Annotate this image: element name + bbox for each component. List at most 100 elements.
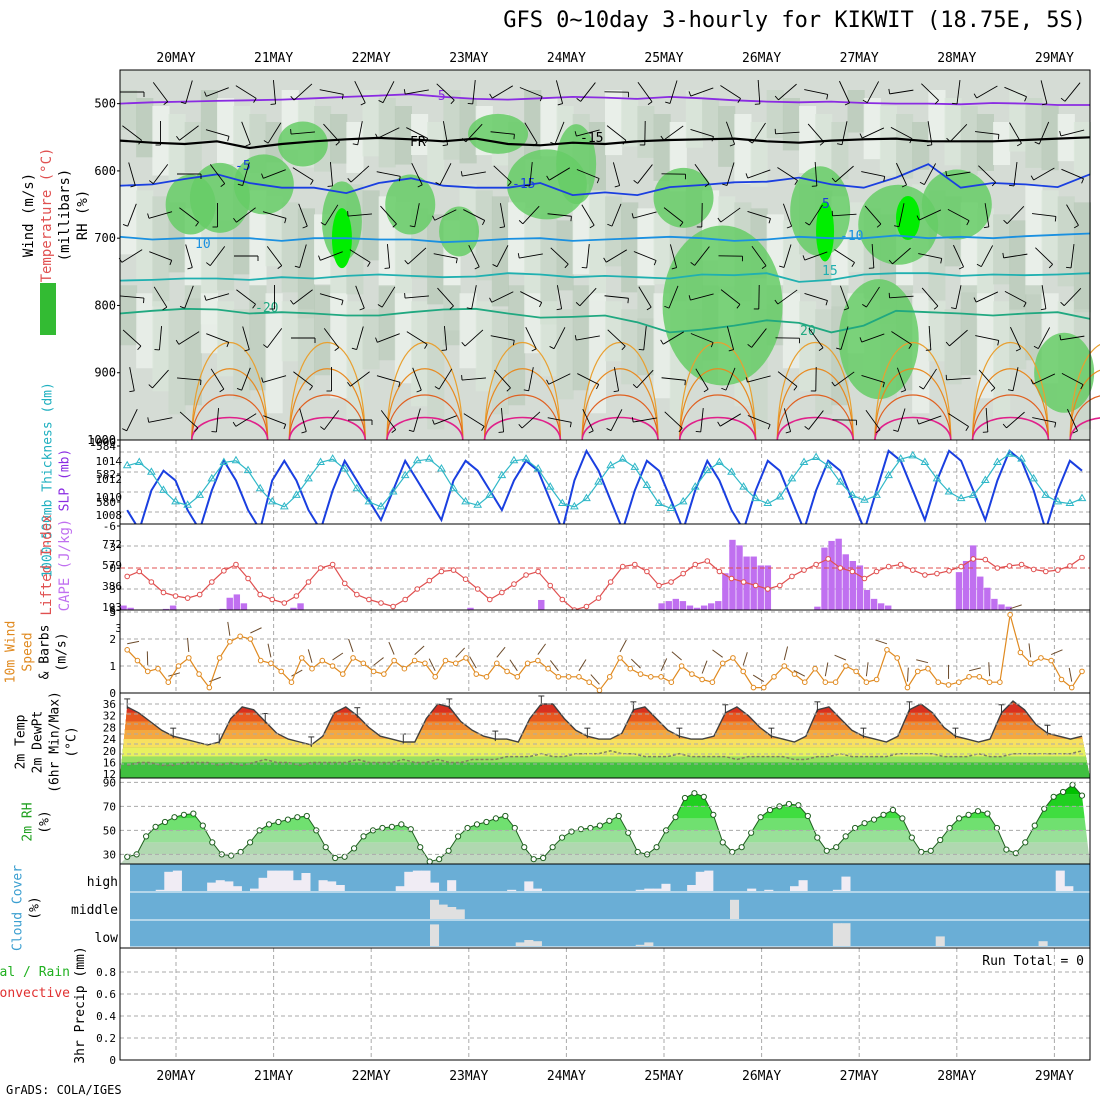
- wind-barb-flag: [748, 139, 753, 144]
- thickness-marker: [219, 457, 229, 465]
- wind-barb: [918, 415, 942, 425]
- rh-marker: [814, 834, 821, 841]
- cape-bar: [538, 599, 545, 610]
- wind-barb: [412, 367, 422, 391]
- wind-barb-flag: [976, 263, 982, 267]
- wind-barb: [205, 293, 230, 301]
- wind-barb: [1012, 367, 1019, 391]
- rh-marker: [436, 856, 443, 863]
- thickness-marker: [715, 457, 724, 465]
- rh-marker: [180, 811, 188, 818]
- wind-barb: [210, 368, 225, 390]
- wind-speed-marker: [360, 660, 367, 667]
- wind-barb-flag: [1030, 175, 1034, 181]
- lifted-index-marker: [305, 579, 312, 585]
- isotherm-warm-contour: [776, 368, 854, 441]
- thickness-left-tick: 584: [96, 440, 116, 453]
- wind-barb-flag: [220, 183, 225, 187]
- wind-barb: [582, 409, 594, 431]
- li-left-tick: 3: [109, 583, 116, 596]
- wind-barb-flag: [919, 181, 925, 185]
- rh-shade: [831, 122, 849, 180]
- wind-barb-flag: [290, 299, 294, 305]
- cloud-cover-bar: [301, 873, 311, 891]
- wind-speed-marker: [278, 668, 285, 675]
- thickness-marker: [243, 465, 253, 474]
- cloud-cover-bar: [515, 942, 525, 946]
- wind-barb: [242, 326, 250, 350]
- rh-tick: 30: [103, 848, 116, 861]
- wind-speed-line: [126, 614, 1083, 692]
- thickness-marker: [570, 501, 579, 510]
- lifted-index-marker: [547, 582, 554, 589]
- wind-barb: [669, 80, 678, 104]
- cloud-cover-bar: [524, 881, 534, 891]
- temp-band: [120, 756, 1090, 763]
- rh-marker: [785, 800, 793, 808]
- wind-barb: [975, 131, 999, 135]
- wind-barb-flag: [130, 185, 136, 188]
- wind-barb: [330, 162, 333, 186]
- wind-speed-marker: [771, 674, 777, 680]
- cape-bar: [877, 603, 885, 610]
- wind-barb-flag: [613, 390, 619, 393]
- wind-barb: [580, 82, 596, 102]
- wind-barb: [299, 408, 307, 432]
- wind-barb: [121, 249, 143, 263]
- rh-marker: [757, 814, 764, 821]
- rh-shade: [200, 90, 218, 141]
- isotherm-label: -5: [430, 89, 446, 104]
- wind-barb-flag: [991, 182, 996, 187]
- wind-10m-barb: [267, 643, 272, 658]
- wind-barb-flag: [318, 255, 321, 261]
- rh-marker: [738, 844, 745, 851]
- wind-barb: [700, 408, 704, 432]
- rh-shade: [508, 202, 526, 273]
- wind-speed-marker: [206, 684, 213, 691]
- bottom-date-label: 24MAY: [547, 1069, 586, 1084]
- wind-barb-flag: [460, 171, 463, 177]
- temp-tick: 12: [103, 768, 116, 781]
- wind-barb-flag: [633, 180, 638, 184]
- lifted-index-marker: [970, 556, 977, 562]
- wind-barb: [465, 123, 483, 143]
- thickness-marker: [908, 450, 918, 459]
- lifted-index-marker: [196, 591, 203, 598]
- rh-shade: [944, 98, 962, 166]
- thickness-marker: [231, 455, 241, 464]
- cape-bar: [233, 594, 241, 610]
- cloud-cover-bar: [644, 888, 654, 891]
- wind-barb: [405, 89, 429, 95]
- wind-speed-marker: [134, 657, 141, 664]
- wind-10m-barb: [168, 672, 181, 677]
- wind-barb: [783, 408, 792, 432]
- li-left-tick: 6: [109, 604, 116, 617]
- rh-shade: [475, 190, 493, 281]
- rh-shade: [588, 293, 606, 414]
- wind-barb: [809, 204, 823, 226]
- rh-marker: [322, 844, 329, 851]
- isotherm-warm-contour: [971, 342, 1050, 441]
- wind-speed-marker: [596, 687, 603, 694]
- wind-barb: [984, 203, 990, 227]
- wind-barb-flag: [793, 386, 798, 391]
- isotherm-warm-contour: [386, 416, 464, 441]
- wind-barb: [528, 367, 534, 391]
- isotherm-warm-contour: [581, 342, 659, 441]
- rh-shade: [1009, 309, 1027, 370]
- thickness-ylabel-part: 1000-500mb Thickness (dm): [41, 382, 56, 578]
- cape-bar: [679, 601, 687, 610]
- wind-barb: [611, 203, 622, 227]
- rh-marker: [124, 853, 131, 860]
- thickness-marker: [376, 501, 386, 510]
- wind-barb: [355, 285, 365, 309]
- thickness-marker: [884, 470, 893, 479]
- wind-barb-flag: [569, 422, 572, 428]
- wind-barb: [752, 122, 766, 144]
- wind-10m-barb: [752, 674, 764, 683]
- rh-shade: [378, 98, 396, 168]
- wind-barb: [975, 291, 999, 303]
- wind-barb-flag: [704, 183, 710, 188]
- bottom-date-label: 28MAY: [937, 1069, 976, 1084]
- wind-barb-flag: [721, 387, 727, 391]
